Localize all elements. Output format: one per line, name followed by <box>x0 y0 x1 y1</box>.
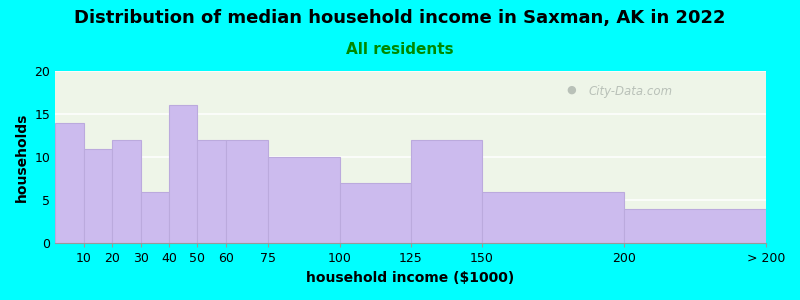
Bar <box>169 106 198 243</box>
Bar <box>624 209 766 243</box>
Text: Distribution of median household income in Saxman, AK in 2022: Distribution of median household income … <box>74 9 726 27</box>
Bar <box>269 157 339 243</box>
Y-axis label: households: households <box>15 112 29 202</box>
Bar <box>55 123 84 243</box>
Text: ●: ● <box>567 85 577 95</box>
Bar <box>226 140 269 243</box>
Bar <box>141 192 169 243</box>
Bar <box>410 140 482 243</box>
Bar <box>84 148 112 243</box>
X-axis label: household income ($1000): household income ($1000) <box>306 271 514 285</box>
Bar <box>339 183 410 243</box>
Bar <box>198 140 226 243</box>
Bar <box>482 192 624 243</box>
Bar <box>112 140 141 243</box>
Text: All residents: All residents <box>346 42 454 57</box>
Text: City-Data.com: City-Data.com <box>588 85 672 98</box>
